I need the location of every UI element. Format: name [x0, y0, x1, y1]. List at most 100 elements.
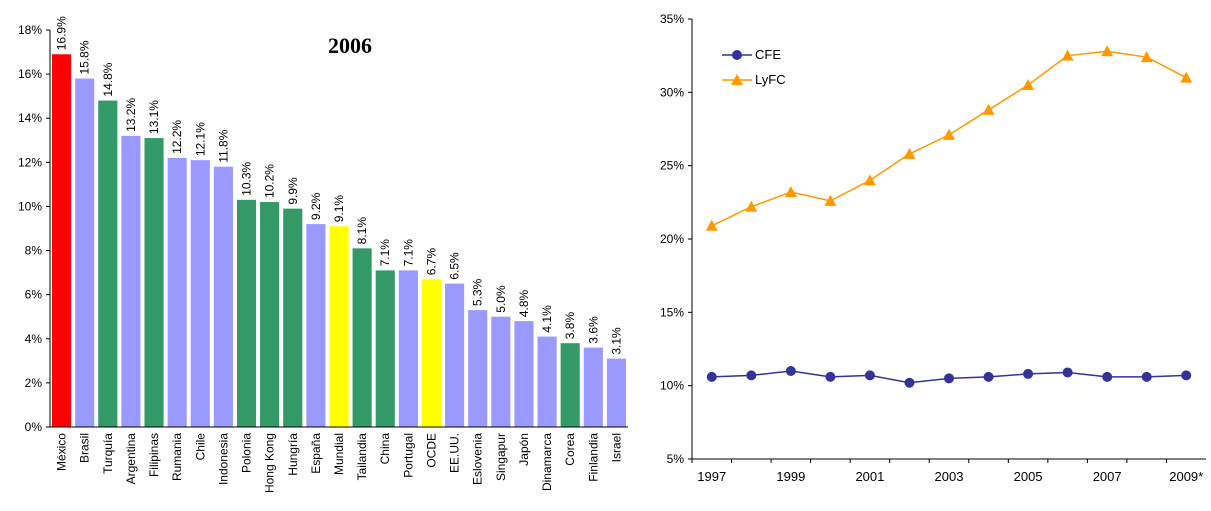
value-label: 5.3% [471, 278, 485, 306]
y-tick-label: 0% [25, 420, 43, 434]
value-label: 7.1% [378, 239, 392, 267]
value-label: 11.8% [216, 129, 230, 162]
bar [514, 321, 534, 427]
bar [375, 270, 395, 427]
x-tick-label: Hong Kong [263, 433, 277, 493]
y-tick-label: 14% [18, 111, 42, 125]
marker [706, 371, 717, 382]
value-label: 9.1% [332, 195, 346, 223]
x-tick-label: Israel [609, 433, 623, 462]
x-tick-label: EE.UU. [448, 433, 462, 473]
value-label: 15.8% [78, 40, 92, 74]
bar [167, 157, 187, 427]
marker [825, 371, 836, 382]
bar [537, 336, 557, 427]
marker [903, 147, 916, 159]
marker [731, 74, 743, 85]
x-tick-label: 1997 [697, 469, 726, 484]
x-tick-label: México [55, 433, 69, 471]
x-tick-label: 2001 [855, 469, 884, 484]
legend-label: CFE [755, 47, 781, 62]
value-label: 14.8% [101, 62, 115, 96]
x-tick-label: Eslovenia [471, 433, 485, 485]
y-tick-label: 16% [18, 67, 42, 81]
y-tick-label: 6% [25, 288, 43, 302]
y-tick-label: 20% [660, 232, 684, 246]
bar [421, 279, 442, 427]
x-tick-label: Filipinas [147, 433, 161, 477]
marker [982, 103, 995, 115]
marker [1180, 71, 1193, 83]
marker [1023, 368, 1034, 379]
marker [1140, 51, 1153, 63]
x-tick-label: Chile [193, 433, 207, 461]
marker [904, 377, 915, 388]
x-tick-label: Singapur [494, 433, 508, 481]
bar [236, 199, 257, 427]
value-label: 10.3% [240, 161, 254, 195]
marker [785, 366, 796, 376]
marker [1022, 79, 1035, 90]
bar [190, 160, 210, 427]
x-tick-label: 2005 [1014, 469, 1043, 484]
x-tick-label: España [309, 433, 323, 474]
marker [784, 186, 797, 198]
y-tick-label: 18% [18, 23, 42, 37]
marker [745, 200, 758, 212]
bar [560, 343, 580, 427]
bar [329, 226, 349, 427]
x-tick-label: Turquía [101, 433, 115, 474]
value-label: 8.1% [355, 217, 369, 245]
marker [824, 194, 837, 206]
value-label: 3.1% [609, 327, 623, 355]
value-label: 7.1% [401, 239, 415, 267]
bar [283, 208, 303, 427]
x-tick-label: Japón [517, 433, 531, 466]
bar [52, 54, 72, 428]
value-label: 5.0% [494, 285, 508, 313]
marker [732, 50, 742, 60]
x-tick-label: Argentina [124, 433, 138, 485]
x-tick-label: Corea [563, 433, 577, 466]
x-tick-label: Indonesia [216, 433, 230, 485]
bar [606, 358, 626, 427]
x-tick-label: Portugal [401, 433, 415, 478]
y-tick-label: 2% [25, 376, 43, 390]
y-tick-label: 25% [660, 159, 684, 173]
bar [75, 78, 95, 428]
value-label: 12.2% [170, 120, 184, 154]
value-label: 4.1% [540, 305, 554, 333]
y-tick-label: 35% [660, 12, 684, 26]
value-label: 4.8% [517, 289, 531, 317]
bar [260, 202, 280, 427]
value-label: 3.6% [586, 316, 600, 344]
y-tick-label: 10% [660, 379, 684, 393]
bar [213, 166, 233, 427]
value-label: 10.2% [263, 164, 277, 198]
x-tick-label: Finlandia [586, 433, 600, 482]
bar [306, 224, 326, 427]
y-tick-label: 12% [18, 155, 42, 169]
value-label: 6.5% [448, 252, 462, 280]
bar [491, 316, 511, 427]
x-tick-label: 2007 [1093, 469, 1122, 484]
chart-title: 2006 [328, 33, 372, 58]
bar [144, 138, 164, 428]
marker [1061, 49, 1074, 61]
value-label: 9.9% [286, 177, 300, 205]
value-label: 3.8% [563, 312, 577, 340]
value-label: 12.1% [193, 122, 207, 156]
value-label: 6.7% [424, 248, 438, 276]
x-tick-label: Polonia [240, 433, 254, 473]
marker [863, 174, 876, 186]
marker [705, 219, 718, 231]
x-tick-label: OCDE [424, 433, 438, 468]
marker [1062, 367, 1073, 378]
bar [352, 248, 372, 427]
marker [1181, 370, 1192, 381]
marker [943, 128, 955, 140]
value-label: 13.2% [124, 98, 138, 132]
y-tick-label: 15% [660, 305, 684, 319]
